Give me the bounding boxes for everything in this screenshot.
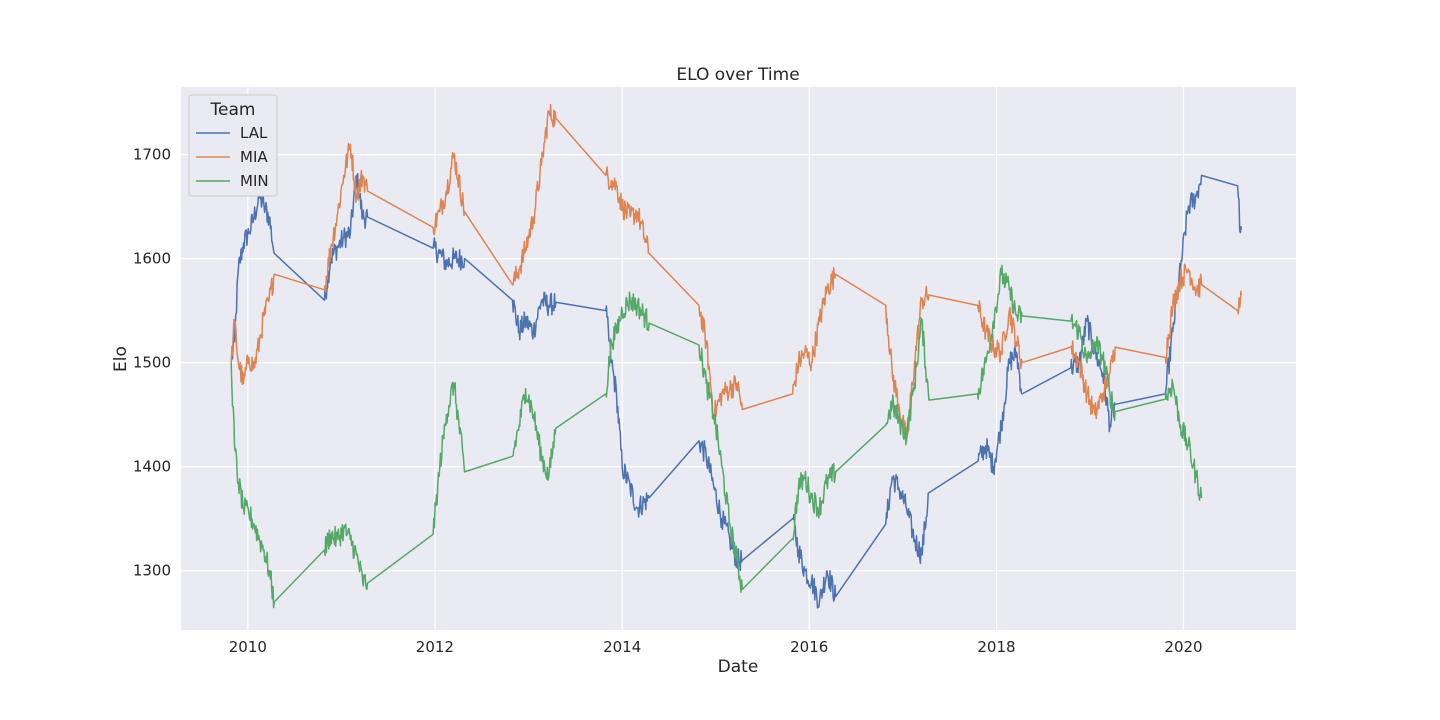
y-tick-label: 1500 [133,354,171,372]
y-tick-label: 1700 [133,146,171,164]
x-axis-ticks: 2010 2012 2014 2016 2018 2020 [229,638,1203,656]
x-tick-label: 2018 [977,638,1015,656]
x-axis-label: Date [718,657,759,677]
grid-lines [181,87,1296,630]
legend-entries: LAL MIA MIN [196,124,269,190]
series-layer [230,103,1243,609]
y-tick-label: 1400 [133,458,171,476]
series-line-mia [230,103,1243,442]
legend-label-lal: LAL [240,124,268,142]
series-line-min [230,264,1203,609]
y-axis-ticks: 1300 1400 1500 1600 1700 [133,146,171,580]
x-tick-label: 2016 [790,638,828,656]
y-tick-label: 1300 [133,562,171,580]
x-tick-label: 2014 [603,638,641,656]
legend-label-mia: MIA [240,148,268,166]
legend-label-min: MIN [240,172,269,190]
y-tick-label: 1600 [133,250,171,268]
x-tick-label: 2010 [229,638,267,656]
x-tick-label: 2020 [1164,638,1202,656]
legend: Team LAL MIA MIN [188,94,278,197]
y-axis-label: Elo [111,346,131,372]
legend-box [188,94,278,197]
legend-title: Team [210,100,256,120]
chart-title: ELO over Time [676,65,799,85]
plot-area [181,87,1296,630]
x-tick-label: 2012 [416,638,454,656]
